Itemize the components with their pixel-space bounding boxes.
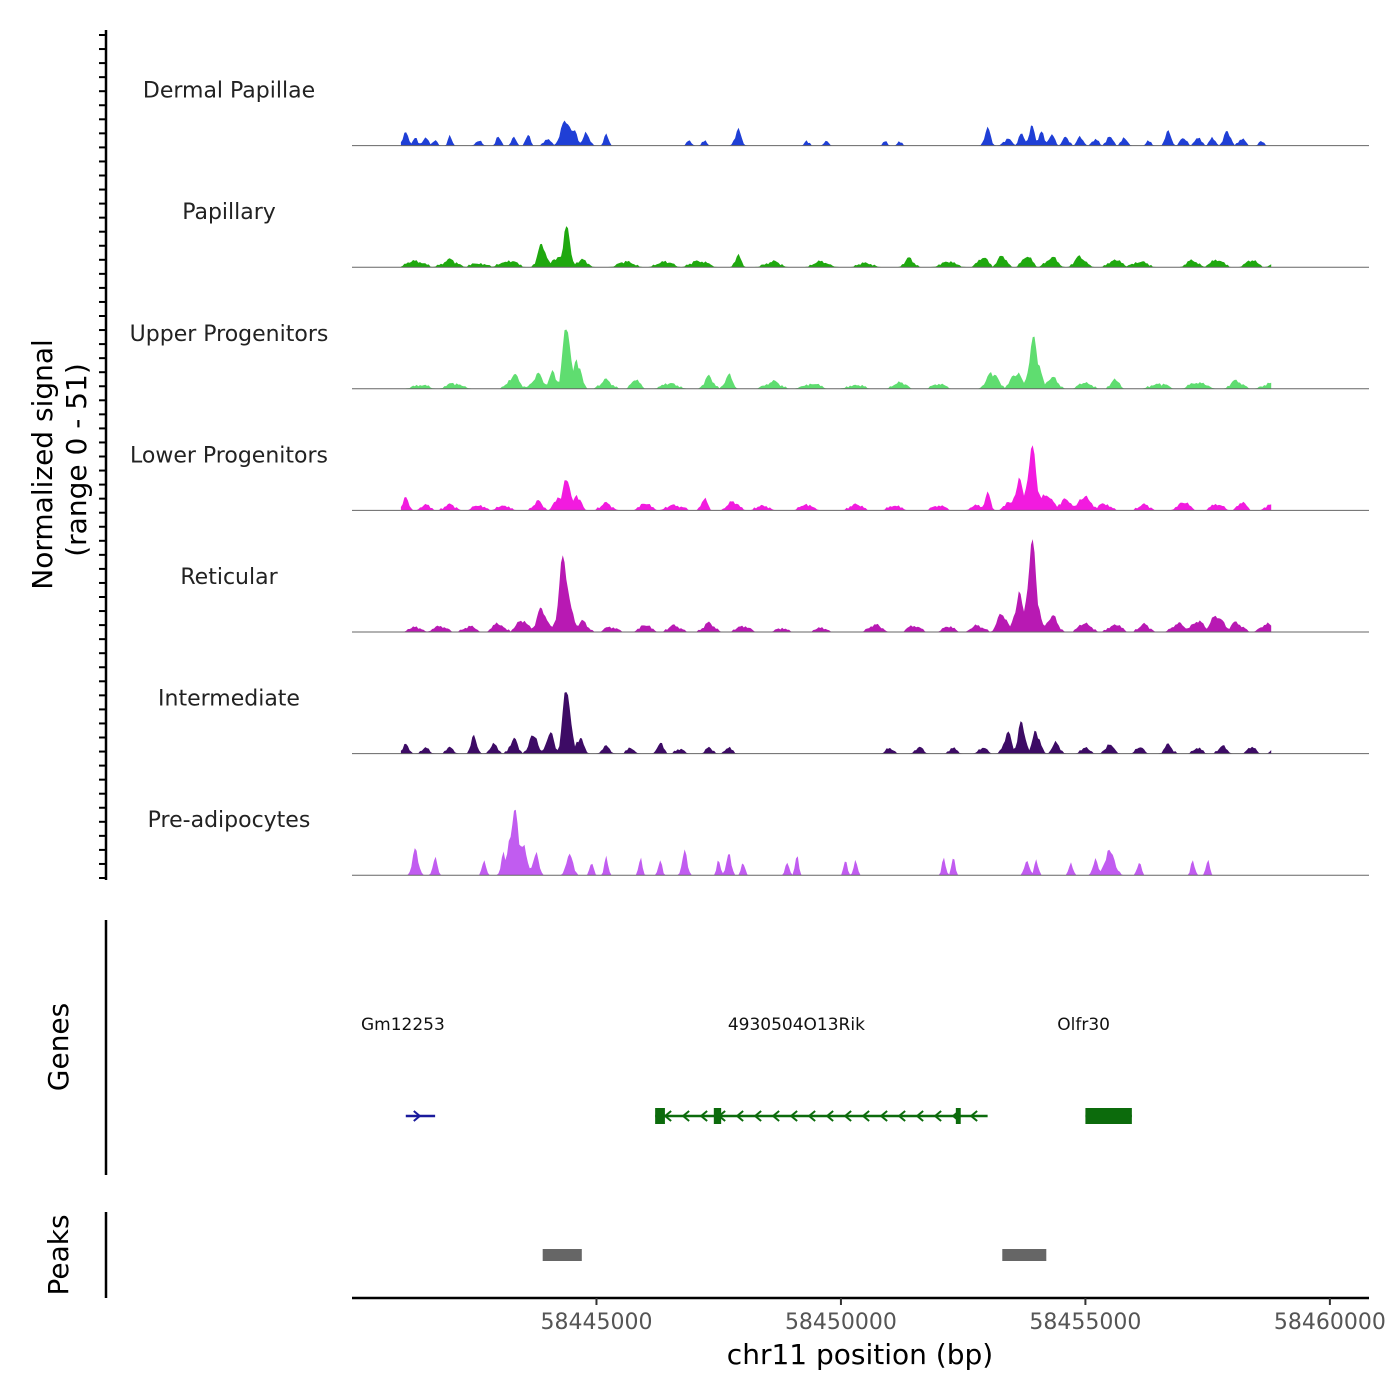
track-pre-adipocytes: Pre-adipocytes [148,808,1369,876]
track-label: Pre-adipocytes [148,808,311,833]
signal-area [400,692,1272,754]
strand-chevron [681,1110,690,1122]
signal-area [400,809,1272,876]
strand-chevron [753,1110,762,1122]
strand-chevron [897,1110,906,1122]
gene-label: Olfr30 [1057,1015,1110,1035]
strand-chevron [969,1110,978,1122]
gene-exon [955,1108,961,1124]
track-label: Upper Progenitors [130,322,329,347]
signal-area [400,445,1272,511]
strand-chevron [933,1110,942,1122]
track-label: Intermediate [158,687,300,712]
strand-chevron [413,1110,422,1122]
gene-label: 4930504O13Rik [728,1015,865,1035]
signal-area [400,120,1272,146]
track-reticular: Reticular [180,539,1369,633]
peak-region [542,1249,582,1261]
signal-area [400,329,1272,389]
track-label: Dermal Papillae [143,79,315,104]
gene-4930504o13rik: 4930504O13Rik [655,1015,988,1124]
gene-exon [655,1108,665,1124]
peaks-track-label: Peaks [42,1214,75,1295]
signal-area [400,539,1272,632]
strand-chevron [807,1110,816,1122]
strand-chevron [915,1110,924,1122]
y-axis-title-line1: Normalized signal [26,339,59,590]
y-axis-title: Normalized signal (range 0 - 51) [26,330,93,589]
strand-chevron [663,1110,672,1122]
track-upper-progenitors: Upper Progenitors [130,322,1369,390]
genes-track-label: Genes [42,1003,75,1091]
peak-region [1002,1249,1047,1261]
x-tick-label: 58445000 [540,1310,652,1335]
x-axis-title: chr11 position (bp) [727,1338,993,1371]
x-tick-label: 58460000 [1274,1310,1386,1335]
track-label: Papillary [182,200,276,225]
x-tick-label: 58450000 [785,1310,897,1335]
strand-chevron [735,1110,744,1122]
y-axis-title-line2: (range 0 - 51) [60,363,93,557]
track-dermal-papillae: Dermal Papillae [143,79,1369,147]
track-intermediate: Intermediate [158,687,1369,755]
gene-exon [713,1108,722,1124]
strand-chevron [789,1110,798,1122]
strand-chevron [771,1110,780,1122]
strand-chevron [861,1110,870,1122]
track-label: Lower Progenitors [130,443,328,468]
signal-y-ticks [99,34,106,879]
peaks-track [542,1249,1047,1261]
gene-olfr30: Olfr30 [1057,1015,1132,1124]
gene-label: Gm12253 [361,1015,445,1035]
signal-area [400,226,1272,268]
strand-chevron [699,1110,708,1122]
signal-tracks: Dermal Papillae Papillary Upper Progenitor… [130,79,1369,876]
strand-chevron [825,1110,834,1122]
gene-exon [1085,1108,1132,1124]
track-lower-progenitors: Lower Progenitors [130,443,1369,511]
track-papillary: Papillary [182,200,1369,268]
gene-gm12253: Gm12253 [361,1015,445,1122]
x-tick-label: 58455000 [1029,1310,1141,1335]
x-axis-ticks: 58445000 58450000 58455000 58460000 [540,1298,1386,1335]
track-label: Reticular [180,565,278,590]
genes-track: Gm12253 4930504O13Rik Olfr30 [361,1015,1132,1124]
strand-chevron [879,1110,888,1122]
strand-chevron [843,1110,852,1122]
